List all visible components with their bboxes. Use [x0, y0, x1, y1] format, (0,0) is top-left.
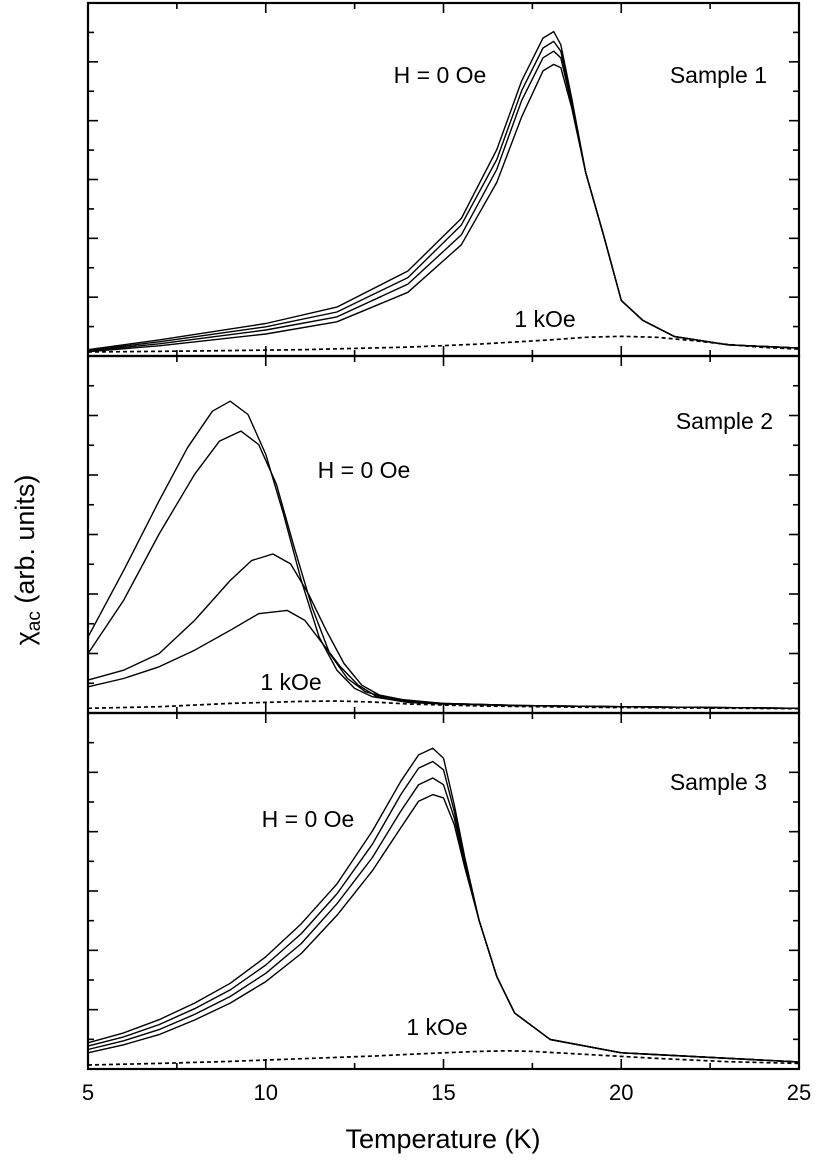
y-axis-title-rest: (arb. units) [10, 475, 40, 612]
panels-group: Sample 1 H = 0 Oe 1 kOe Sample 2 H = 0 Oe 1 k… [86, 1, 801, 1071]
y-axis-title-main: χ [10, 631, 40, 645]
panel-3-label-1koe: 1 kOe [406, 1014, 467, 1040]
panel-1-label-1koe: 1 kOe [514, 306, 575, 332]
panel-2-title: Sample 2 [676, 408, 773, 434]
panel-1-series-3 [87, 50, 800, 352]
panel-3-title: Sample 3 [670, 769, 767, 795]
x-tick-label: 25 [787, 1080, 811, 1105]
panel-1: Sample 1 H = 0 Oe 1 kOe [86, 1, 801, 358]
panel-2-label-zero-field: H = 0 Oe [318, 457, 411, 483]
panel-3: Sample 3 H = 0 Oe 1 kOe [86, 711, 801, 1071]
panel-2-series-1 [87, 400, 800, 709]
panel-3-label-zero-field: H = 0 Oe [262, 806, 355, 832]
x-tick-labels: 5 10 15 20 25 [82, 1080, 811, 1105]
y-axis-title-sub: ac [24, 611, 45, 631]
panel-2-series-3 [87, 553, 800, 709]
panel-1-title: Sample 1 [670, 62, 767, 88]
panel-1-label-zero-field: H = 0 Oe [394, 62, 487, 88]
x-tick-label: 5 [82, 1080, 94, 1105]
panel-2: Sample 2 H = 0 Oe 1 kOe [86, 354, 801, 715]
x-tick-label: 15 [431, 1080, 455, 1105]
panel-2-label-1koe: 1 kOe [260, 669, 321, 695]
panel-1-frame [86, 1, 801, 358]
panel-2-series-4 [87, 609, 800, 709]
x-tick-label: 10 [254, 1080, 278, 1105]
panel-1-series-5-1koe [87, 335, 800, 353]
x-tick-label: 20 [609, 1080, 633, 1105]
panel-3-series-5-1koe [87, 1049, 800, 1066]
panel-1-series-4 [87, 63, 800, 353]
y-axis-title: χac (arb. units) [10, 475, 45, 646]
panel-3-series-4 [87, 793, 800, 1063]
panel-2-series-2 [87, 430, 800, 709]
x-axis-title: Temperature (K) [345, 1124, 540, 1154]
